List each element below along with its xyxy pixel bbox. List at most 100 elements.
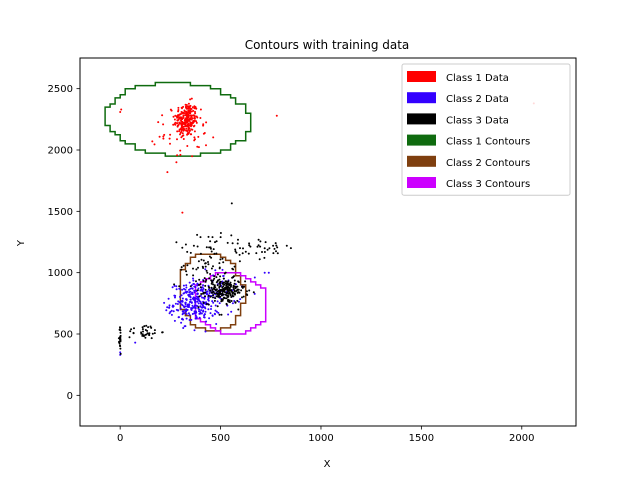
data-point bbox=[199, 286, 202, 289]
data-point bbox=[234, 248, 237, 251]
data-point bbox=[189, 114, 192, 117]
data-point bbox=[205, 144, 207, 147]
data-point bbox=[200, 312, 203, 315]
data-point bbox=[212, 248, 215, 251]
data-point bbox=[180, 268, 183, 271]
data-point bbox=[119, 347, 122, 350]
data-point bbox=[221, 268, 224, 271]
data-point bbox=[244, 280, 247, 283]
y-tick-label: 1500 bbox=[48, 207, 73, 218]
data-point bbox=[230, 310, 233, 313]
data-point bbox=[222, 277, 225, 280]
data-point bbox=[184, 110, 187, 113]
data-point bbox=[177, 110, 180, 113]
data-point bbox=[212, 294, 215, 297]
data-point bbox=[228, 287, 231, 290]
data-point bbox=[245, 290, 248, 293]
legend-swatch bbox=[407, 177, 436, 188]
data-point bbox=[177, 124, 180, 126]
data-point bbox=[178, 128, 181, 131]
data-point bbox=[207, 263, 210, 266]
data-point bbox=[211, 300, 214, 303]
data-point bbox=[188, 319, 191, 321]
data-point bbox=[211, 314, 214, 317]
data-point bbox=[191, 304, 194, 307]
data-point bbox=[217, 293, 220, 296]
data-point bbox=[185, 121, 188, 124]
data-point bbox=[237, 288, 240, 291]
data-point bbox=[142, 330, 144, 333]
data-point bbox=[253, 276, 256, 279]
data-point bbox=[230, 296, 233, 298]
data-point bbox=[248, 244, 251, 247]
data-point bbox=[167, 297, 170, 300]
data-point bbox=[180, 294, 183, 297]
data-point bbox=[190, 293, 192, 295]
data-point bbox=[223, 281, 226, 284]
data-point bbox=[194, 138, 196, 141]
data-point bbox=[285, 244, 288, 247]
series-1 bbox=[119, 97, 535, 214]
data-point bbox=[188, 119, 191, 122]
data-point bbox=[227, 298, 230, 301]
data-point bbox=[247, 252, 250, 255]
data-point bbox=[175, 161, 178, 164]
data-point bbox=[198, 278, 201, 281]
data-point bbox=[242, 295, 245, 298]
data-point bbox=[233, 265, 236, 268]
data-point bbox=[205, 269, 208, 272]
data-point bbox=[224, 282, 227, 285]
data-point bbox=[148, 332, 151, 335]
data-point bbox=[190, 123, 192, 126]
data-point bbox=[144, 333, 147, 336]
data-point bbox=[129, 330, 132, 333]
data-point bbox=[186, 308, 189, 311]
data-point bbox=[199, 236, 202, 239]
data-point bbox=[256, 245, 259, 248]
data-point bbox=[225, 297, 228, 300]
data-point bbox=[190, 118, 193, 121]
data-point bbox=[233, 290, 236, 293]
data-point bbox=[181, 107, 183, 110]
data-point bbox=[191, 293, 194, 296]
data-point bbox=[180, 117, 183, 119]
data-point bbox=[166, 306, 169, 309]
data-point bbox=[232, 268, 235, 271]
data-point bbox=[177, 106, 180, 109]
data-point bbox=[218, 267, 221, 270]
data-point bbox=[202, 279, 205, 282]
data-point bbox=[213, 285, 216, 288]
data-point bbox=[181, 211, 184, 214]
data-point bbox=[202, 301, 205, 304]
data-point bbox=[185, 270, 188, 273]
data-point bbox=[185, 111, 188, 114]
data-point bbox=[200, 293, 203, 295]
data-point bbox=[194, 307, 197, 309]
data-point bbox=[185, 273, 188, 276]
data-point bbox=[230, 202, 233, 205]
data-point bbox=[179, 301, 182, 304]
data-point bbox=[195, 289, 198, 292]
data-point bbox=[226, 283, 229, 286]
data-point bbox=[224, 280, 227, 283]
data-point bbox=[234, 250, 237, 253]
data-point bbox=[180, 111, 183, 113]
data-point bbox=[199, 117, 202, 119]
contour-2 bbox=[179, 253, 247, 332]
data-point bbox=[205, 279, 208, 281]
data-point bbox=[187, 125, 189, 128]
data-point bbox=[151, 140, 154, 143]
y-tick-label: 2500 bbox=[48, 84, 73, 95]
data-point bbox=[193, 291, 196, 294]
data-point bbox=[237, 300, 240, 303]
data-point bbox=[263, 256, 266, 259]
data-point bbox=[275, 244, 278, 247]
data-point bbox=[275, 250, 277, 253]
data-point bbox=[198, 308, 201, 311]
data-point bbox=[119, 345, 122, 348]
data-point bbox=[263, 247, 266, 250]
data-point bbox=[198, 316, 201, 319]
legend-label: Class 3 Data bbox=[446, 115, 509, 126]
data-point bbox=[201, 306, 204, 309]
